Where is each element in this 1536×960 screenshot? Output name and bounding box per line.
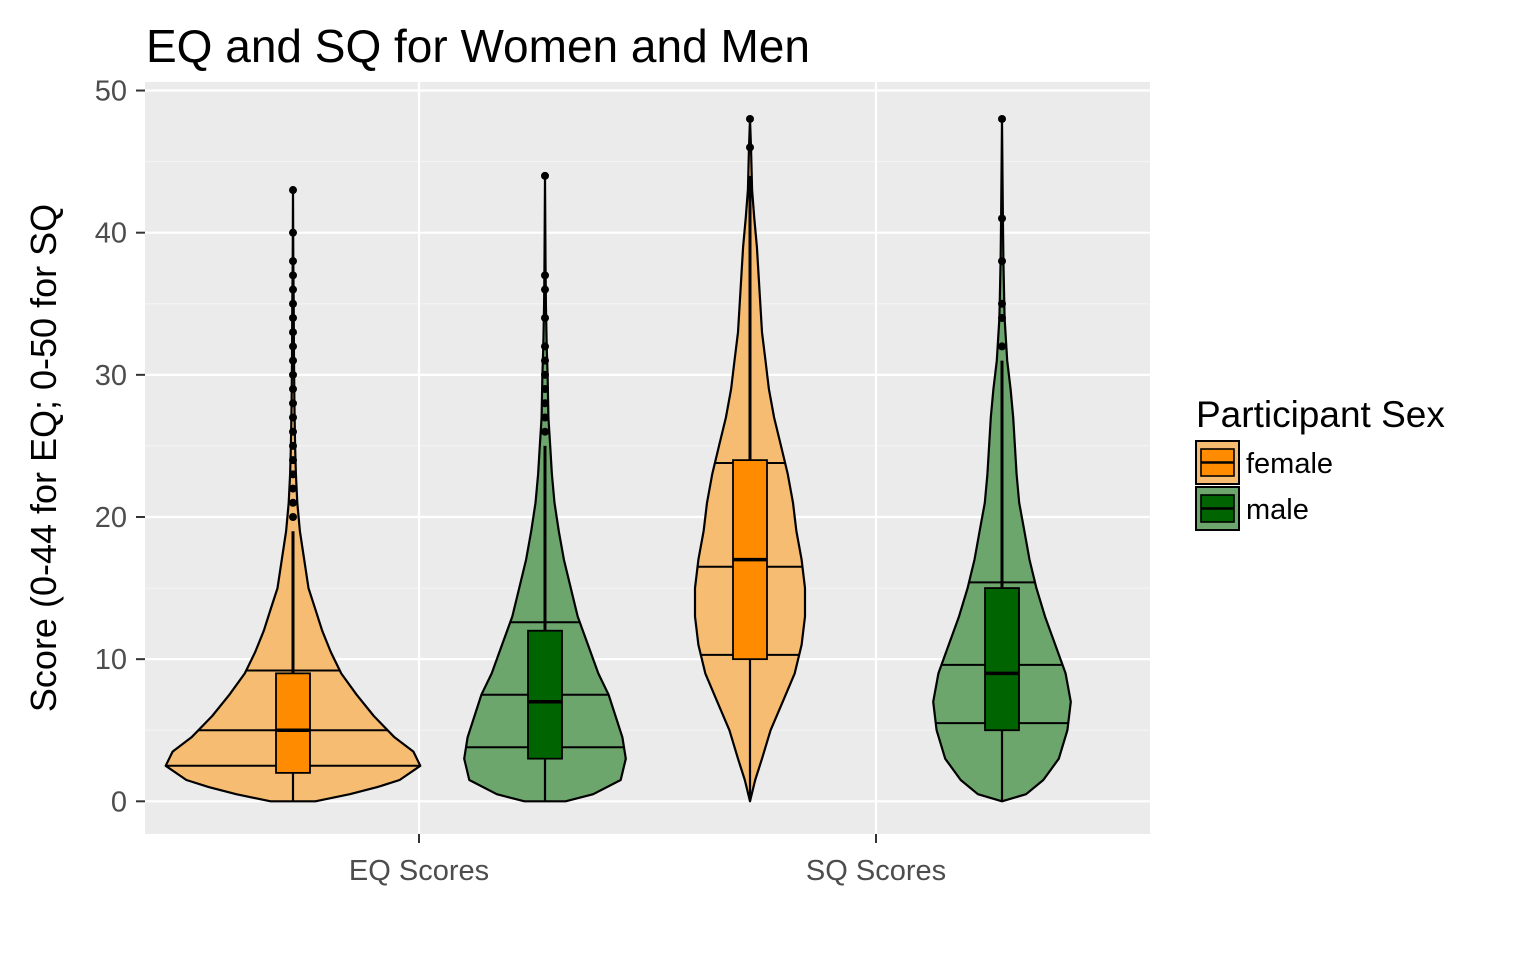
outlier-point <box>289 427 297 436</box>
outlier-point <box>746 114 754 123</box>
outlier-point <box>289 228 297 237</box>
outlier-point <box>289 257 297 266</box>
legend-key-female <box>1195 440 1240 485</box>
y-tick-label: 20 <box>95 502 127 534</box>
y-tick-label: 0 <box>111 786 127 818</box>
axes: 0 10 20 30 40 50 EQ Scores SQ Scores <box>95 76 946 887</box>
outlier-point <box>289 484 297 493</box>
outlier-point <box>541 171 549 180</box>
outlier-point <box>289 385 297 394</box>
outlier-point <box>289 441 297 450</box>
outlier-point <box>289 186 297 195</box>
outlier-point <box>289 413 297 422</box>
violin-female <box>164 188 422 803</box>
outlier-point <box>289 399 297 408</box>
outlier-point <box>541 385 549 394</box>
outlier-point <box>289 342 297 351</box>
data-marks <box>164 114 1072 803</box>
outlier-point <box>541 370 549 379</box>
legend-label-male: male <box>1246 494 1309 526</box>
y-axis-label: Score (0-44 for EQ; 0-50 for SQ <box>23 204 64 712</box>
outlier-point <box>541 285 549 294</box>
x-tick-label: EQ Scores <box>349 855 489 887</box>
outlier-point <box>541 342 549 351</box>
x-tick-label: SQ Scores <box>806 855 946 887</box>
outlier-point <box>289 498 297 507</box>
outlier-point <box>289 285 297 294</box>
outlier-point <box>541 271 549 280</box>
outlier-point <box>289 271 297 280</box>
box-female <box>275 672 311 774</box>
outlier-point <box>541 413 549 422</box>
y-tick-label: 50 <box>95 76 127 108</box>
legend: Participant Sex female male <box>1195 394 1445 531</box>
outlier-point <box>289 328 297 337</box>
y-tick-label: 40 <box>95 218 127 250</box>
outlier-point <box>289 456 297 465</box>
outlier-point <box>289 299 297 308</box>
outlier-point <box>289 370 297 379</box>
outlier-point <box>541 356 549 365</box>
legend-title: Participant Sex <box>1196 394 1445 435</box>
chart-title: EQ and SQ for Women and Men <box>146 20 810 72</box>
legend-label-female: female <box>1246 448 1333 480</box>
outlier-point <box>289 470 297 479</box>
outlier-point <box>746 143 754 152</box>
legend-key-male <box>1195 486 1240 531</box>
outlier-point <box>289 512 297 521</box>
box-male <box>984 587 1020 732</box>
outlier-point <box>541 427 549 436</box>
outlier-point <box>541 313 549 322</box>
y-tick-label: 30 <box>95 360 127 392</box>
outlier-point <box>998 342 1006 351</box>
outlier-point <box>289 356 297 365</box>
outlier-point <box>998 257 1006 266</box>
outlier-point <box>998 214 1006 223</box>
y-tick-label: 10 <box>95 644 127 676</box>
outlier-point <box>998 299 1006 308</box>
outlier-point <box>998 114 1006 123</box>
box-male <box>527 629 563 760</box>
outlier-point <box>998 313 1006 322</box>
outlier-point <box>289 313 297 322</box>
outlier-point <box>541 399 549 408</box>
